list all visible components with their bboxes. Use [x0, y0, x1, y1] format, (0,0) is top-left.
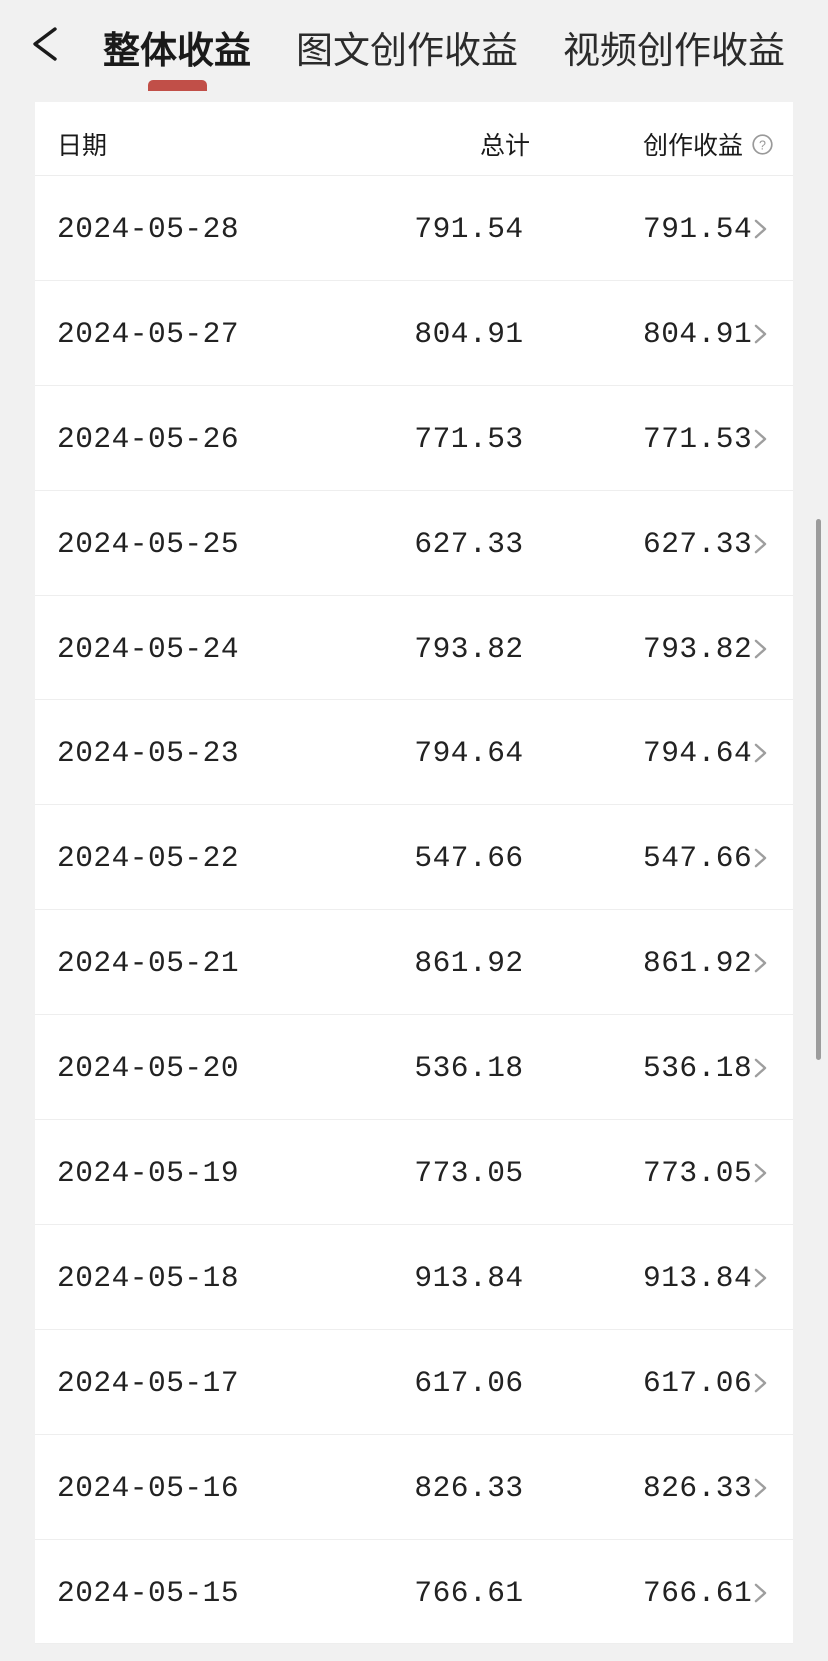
svg-text:?: ?	[759, 138, 766, 152]
